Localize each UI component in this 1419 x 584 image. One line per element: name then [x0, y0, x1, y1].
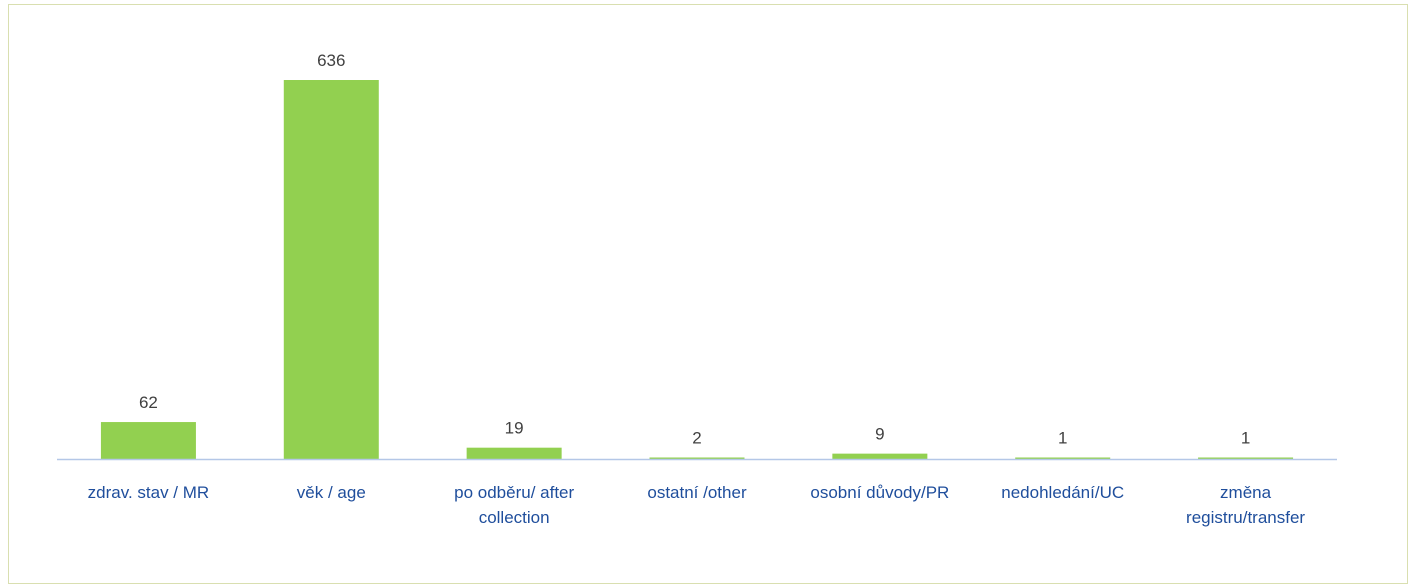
category-label-2: věk / age: [297, 483, 366, 502]
data-label-7: 1: [1241, 429, 1250, 448]
bar-6: [1015, 457, 1111, 459]
category-label-4: ostatní /other: [647, 483, 747, 502]
data-label-1: 62: [139, 393, 158, 412]
category-label-6: nedohledání/UC: [1001, 483, 1124, 502]
data-label-6: 1: [1058, 429, 1067, 448]
data-label-3: 19: [505, 419, 524, 438]
data-label-2: 636: [317, 51, 345, 70]
bar-1: [100, 422, 196, 459]
category-label-3: po odběru/ after collection: [454, 483, 574, 527]
bar-3: [466, 447, 562, 459]
data-label-4: 2: [692, 429, 701, 448]
data-label-5: 9: [875, 425, 884, 444]
chart-frame: [8, 4, 1408, 584]
category-label-7: změna registru/transfer: [1186, 483, 1305, 527]
category-label-5: osobní důvody/PR: [810, 483, 949, 502]
bar-5: [832, 453, 928, 459]
bar-4: [649, 457, 745, 459]
category-label-1: zdrav. stav / MR: [88, 483, 210, 502]
bar-2: [283, 80, 379, 459]
bar-7: [1198, 457, 1294, 459]
